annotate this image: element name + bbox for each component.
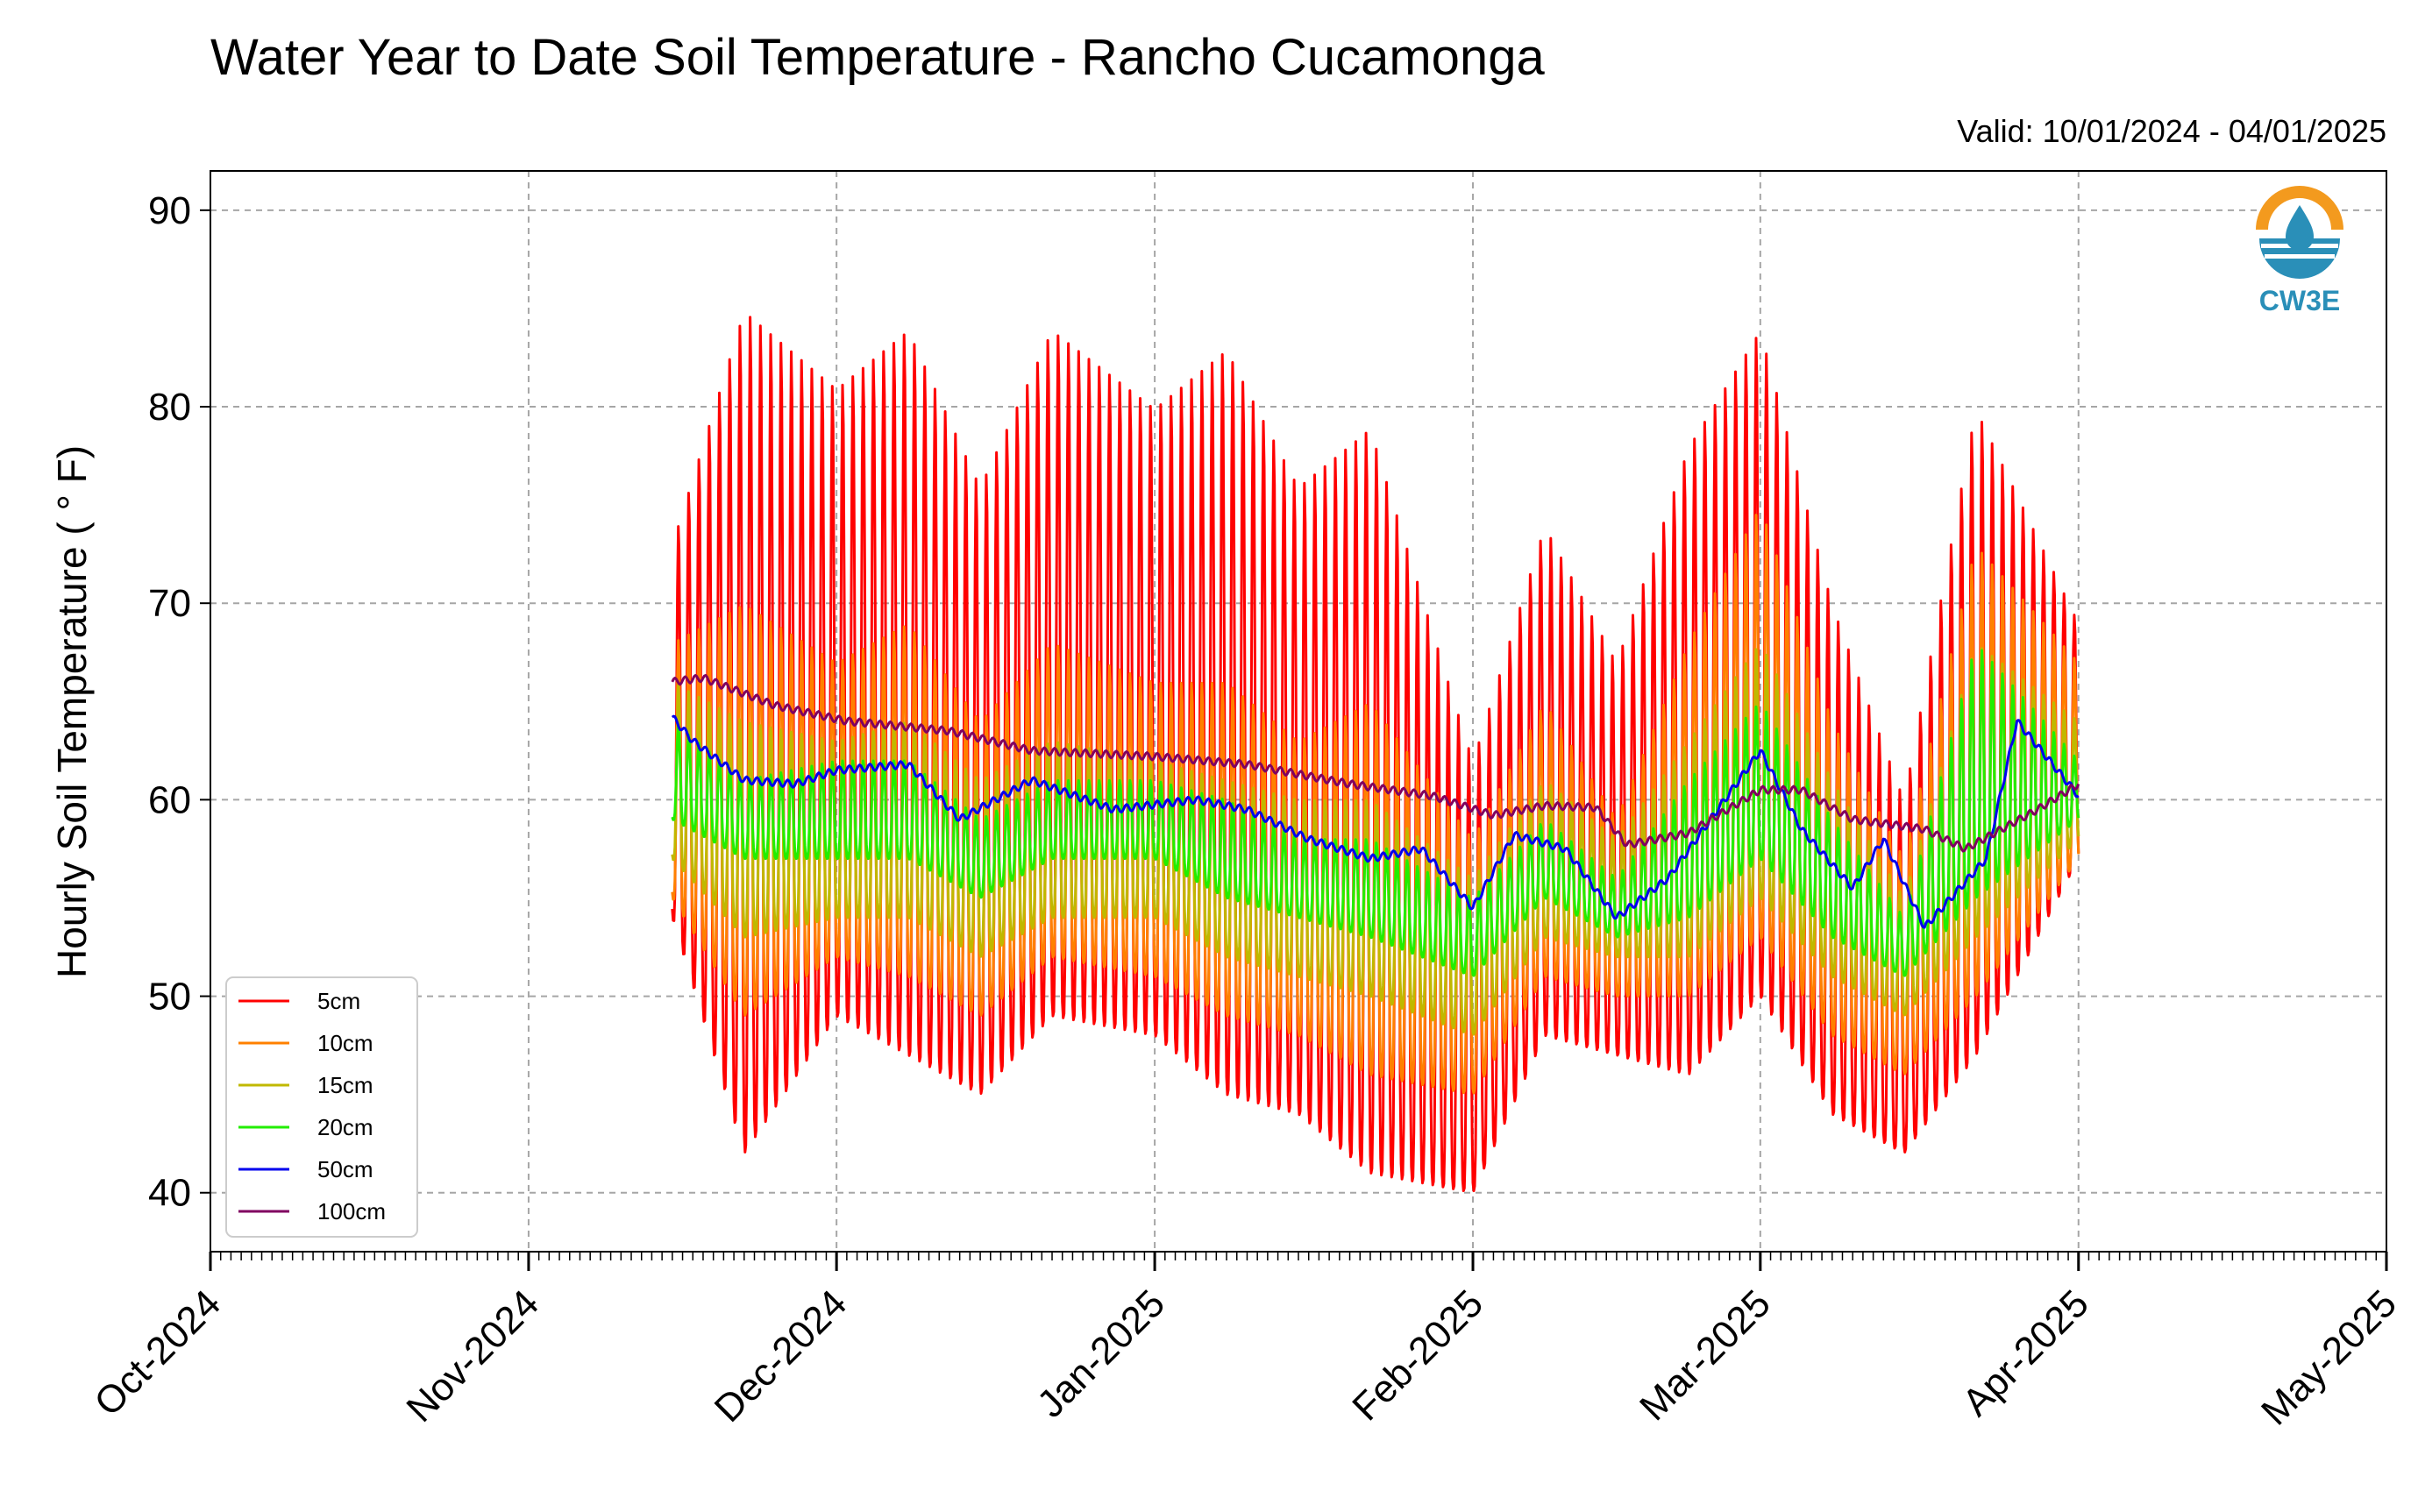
y-tick-label: 70: [148, 582, 191, 625]
y-tick-label: 50: [148, 976, 191, 1019]
series-line-50cm: [671, 714, 2080, 929]
legend-label-50cm: 50cm: [317, 1156, 373, 1182]
legend-label-20cm: 20cm: [317, 1114, 373, 1140]
logo-drop-icon: [2286, 205, 2314, 251]
legend-label-15cm: 15cm: [317, 1072, 373, 1098]
series-layer: [671, 316, 2080, 1193]
legend-label-10cm: 10cm: [317, 1030, 373, 1056]
x-minor-ticks: [210, 1252, 2387, 1260]
y-axis-ticks: 40 50 60 70 80 90: [148, 189, 210, 1215]
legend-label-5cm: 5cm: [317, 988, 360, 1014]
cw3e-logo: CW3E: [2256, 186, 2343, 316]
y-tick-label: 80: [148, 386, 191, 429]
chart-title: Water Year to Date Soil Temperature - Ra…: [210, 29, 1545, 86]
legend: 5cm 10cm 15cm 20cm 50cm 100cm: [225, 976, 418, 1238]
chart-subtitle: Valid: 10/01/2024 - 04/01/2025: [1957, 113, 2386, 149]
series-line-100cm: [671, 674, 2080, 853]
y-axis-label: Hourly Soil Temperature ( ° F): [49, 445, 95, 978]
legend-label-100cm: 100cm: [317, 1198, 386, 1225]
y-tick-label: 40: [148, 1172, 191, 1215]
y-tick-label: 90: [148, 189, 191, 232]
y-tick-label: 60: [148, 778, 191, 821]
logo-text: CW3E: [2259, 285, 2340, 316]
